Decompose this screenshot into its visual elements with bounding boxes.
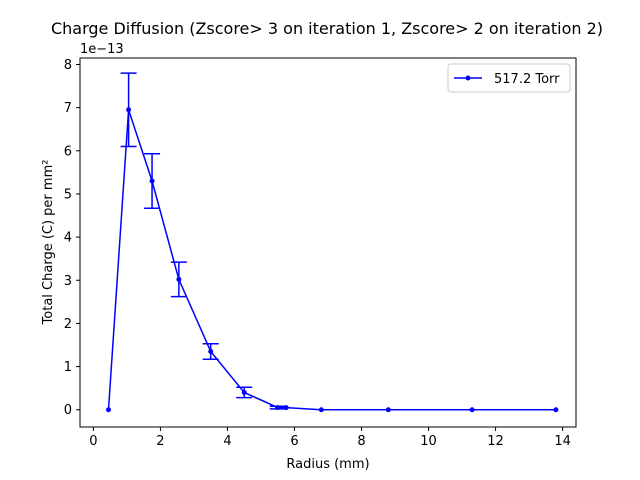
x-tick-label: 14 [554,434,571,449]
plot-frame [79,57,577,428]
legend-marker-swatch [465,75,471,81]
data-point [275,405,281,411]
data-point [241,389,247,395]
data-point [176,276,182,282]
plot-area [105,72,559,413]
y-tick-label: 6 [64,144,72,159]
legend-entry: 517.2 Torr [494,72,560,87]
data-point [553,407,559,413]
y-axis-label: Total Charge (C) per mm² [41,160,56,326]
x-tick-label: 8 [357,434,365,449]
y-tick-label: 4 [64,231,72,246]
y-offset-label: 1e−13 [80,42,124,57]
chart-title: Charge Diffusion (Zscore> 3 on iteration… [51,19,603,38]
x-tick-label: 4 [223,434,231,449]
data-point [126,107,132,113]
y-tick-label: 3 [64,274,72,289]
data-point [385,407,391,413]
y-tick-label: 2 [64,317,72,332]
y-tick-label: 0 [64,403,72,418]
x-axis-label: Radius (mm) [286,457,369,472]
y-tick-label: 5 [64,187,72,202]
data-point [283,405,289,411]
data-point [208,348,214,354]
legend: 517.2 Torr [447,63,571,93]
x-axis: 0 2 4 6 8 10 12 14 [89,427,571,449]
legend-box [447,63,571,93]
data-point [318,407,324,413]
series-line [107,109,556,411]
data-point [469,407,475,413]
y-tick-label: 1 [64,360,72,375]
y-tick-label: 8 [64,58,72,73]
y-axis: 0 1 2 3 4 5 6 7 8 [64,58,80,418]
x-tick-label: 10 [420,434,437,449]
x-tick-label: 2 [156,434,164,449]
data-point [149,178,155,184]
data-point [105,407,111,413]
x-tick-label: 6 [290,434,298,449]
y-tick-label: 7 [64,101,72,116]
x-tick-label: 12 [487,434,504,449]
x-tick-label: 0 [89,434,97,449]
